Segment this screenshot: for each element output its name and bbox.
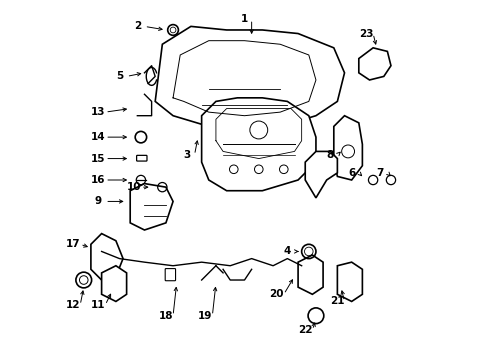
Text: 18: 18 (158, 311, 173, 321)
Text: 1: 1 (241, 14, 247, 24)
Text: 20: 20 (269, 289, 284, 299)
Text: 6: 6 (347, 168, 355, 178)
Text: 4: 4 (283, 247, 290, 256)
Polygon shape (298, 255, 323, 294)
Polygon shape (91, 234, 123, 280)
Polygon shape (333, 116, 362, 180)
Text: 9: 9 (94, 197, 102, 206)
Text: 23: 23 (358, 28, 372, 39)
Polygon shape (201, 98, 315, 191)
Text: 7: 7 (376, 168, 383, 178)
Polygon shape (102, 266, 126, 301)
Polygon shape (337, 262, 362, 301)
Text: 21: 21 (329, 296, 344, 306)
Text: 11: 11 (91, 300, 105, 310)
Text: 8: 8 (326, 150, 333, 160)
Text: 15: 15 (91, 154, 105, 163)
Polygon shape (155, 26, 344, 130)
Polygon shape (358, 48, 390, 80)
Polygon shape (305, 152, 337, 198)
Text: 19: 19 (198, 311, 212, 321)
Text: 22: 22 (297, 325, 312, 335)
Polygon shape (130, 184, 173, 230)
Text: 10: 10 (126, 182, 141, 192)
Text: 13: 13 (91, 107, 105, 117)
Text: 14: 14 (91, 132, 105, 142)
Text: 16: 16 (91, 175, 105, 185)
Text: 2: 2 (133, 21, 141, 31)
Text: 5: 5 (116, 71, 123, 81)
Text: 3: 3 (183, 150, 191, 160)
Text: 17: 17 (65, 239, 80, 249)
Text: 12: 12 (66, 300, 80, 310)
